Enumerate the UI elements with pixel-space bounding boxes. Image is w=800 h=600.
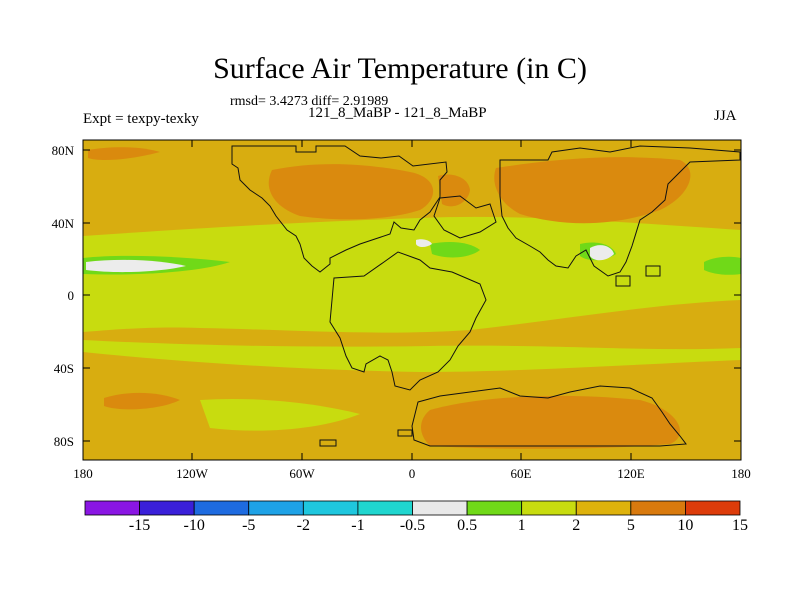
colorbar-label-4: -1 xyxy=(351,517,365,534)
field-mild-band xyxy=(83,216,741,333)
colorbar-label-9: 5 xyxy=(626,517,635,534)
lat-label-80n: 80N xyxy=(51,143,74,158)
field-green-africa xyxy=(430,242,480,258)
colorbar-box-6 xyxy=(412,500,468,516)
colorbar-box-7 xyxy=(466,500,523,516)
colorbar-box-5 xyxy=(357,500,413,516)
field-warm-antarctica xyxy=(421,395,680,449)
lon-label-180e: 180 xyxy=(731,466,751,481)
temperature-field xyxy=(83,140,741,460)
field-warm-eurasia xyxy=(494,157,691,224)
colorbar-label-5: -0.5 xyxy=(399,517,426,534)
colorbar-box-3 xyxy=(248,500,304,516)
season-label: JJA xyxy=(714,108,737,124)
lat-label-40s: 40S xyxy=(53,361,74,376)
lat-label-40n: 40N xyxy=(51,216,74,231)
colorbar-box-4 xyxy=(302,500,359,516)
lon-label-180w: 180 xyxy=(73,466,93,481)
coastline-south-america xyxy=(329,251,487,391)
colorbar-label-3: -2 xyxy=(296,517,310,534)
field-neutral-pacific xyxy=(86,259,186,273)
field-warm-arctic xyxy=(88,147,160,160)
colorbar-label-10: 10 xyxy=(677,517,694,534)
field-neutral-africa xyxy=(416,239,432,247)
coastline-island-3 xyxy=(615,275,631,287)
colorbar-label-8: 2 xyxy=(572,517,581,534)
lon-label-120e: 120E xyxy=(617,466,645,481)
lon-label-0: 0 xyxy=(408,466,416,481)
colorbar-label-1: -10 xyxy=(183,517,205,534)
colorbar-box-2 xyxy=(193,500,250,516)
colorbar-label-0: -15 xyxy=(128,517,151,534)
colorbar-box-0 xyxy=(84,500,140,516)
experiment-subtitle: 121_8_MaBP - 121_8_MaBP xyxy=(308,105,487,121)
colorbar-box-10 xyxy=(630,500,686,516)
lat-label-eq: 0 xyxy=(67,288,75,303)
lat-label-80s: 80S xyxy=(53,434,74,449)
field-warm-spac xyxy=(104,392,180,410)
field-warm-na xyxy=(268,164,434,220)
colorbar xyxy=(84,500,741,516)
chart-title: Surface Air Temperature (in C) xyxy=(213,52,587,85)
field-mild-sw xyxy=(200,398,360,431)
colorbar-box-1 xyxy=(139,500,195,516)
coastline-island-2 xyxy=(319,439,337,447)
lon-label-60e: 60E xyxy=(510,466,532,481)
map-ticks xyxy=(82,140,742,460)
colorbar-label-11: 15 xyxy=(732,517,748,534)
colorbar-box-8 xyxy=(521,500,577,516)
colorbar-label-2: -5 xyxy=(242,517,256,534)
field-mild-south xyxy=(83,340,741,372)
lon-label-120w: 120W xyxy=(176,466,208,481)
lon-label-60w: 60W xyxy=(289,466,315,481)
field-warm-greenland xyxy=(438,174,470,207)
coastlines xyxy=(231,145,741,447)
coastline-island-4 xyxy=(645,265,661,277)
colorbar-box-11 xyxy=(685,500,741,516)
coastline-africa-west xyxy=(433,195,497,239)
field-green-east xyxy=(704,256,741,275)
field-neutral-tibet xyxy=(590,245,614,261)
stats-text: rmsd= 3.4273 diff= 2.91989 xyxy=(230,94,389,109)
coastline-north-america xyxy=(231,145,448,273)
experiment-label: Expt = texpy-texky xyxy=(83,111,199,127)
coastline-island-1 xyxy=(397,429,413,437)
colorbar-label-6: 0.5 xyxy=(457,517,478,534)
colorbar-label-7: 1 xyxy=(517,517,526,534)
coastline-eurasia xyxy=(499,145,741,277)
coastline-antarctica xyxy=(411,385,687,447)
colorbar-box-9 xyxy=(575,500,632,516)
